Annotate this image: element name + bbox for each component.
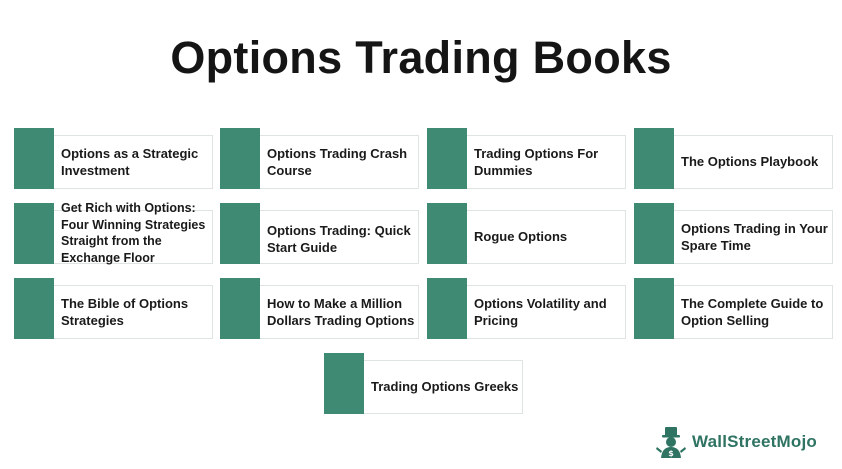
book-card: Options Trading: Quick Start Guide xyxy=(220,203,419,264)
book-title: Options Trading: Quick Start Guide xyxy=(267,222,411,255)
book-title: Options Trading in Your Spare Time xyxy=(681,220,828,253)
book-title: How to Make a Million Dollars Trading Op… xyxy=(267,295,415,328)
book-title: The Bible of Options Strategies xyxy=(61,295,189,328)
book-title: Options as a Strategic Investment xyxy=(61,145,199,178)
book-card: Trading Options For Dummies xyxy=(427,128,626,189)
accent-square xyxy=(427,203,467,264)
book-title: The Options Playbook xyxy=(681,154,819,169)
book-card: Options Trading Crash Course xyxy=(220,128,419,189)
book-title: Rogue Options xyxy=(474,229,568,244)
accent-square xyxy=(634,278,674,339)
logo-text: WallStreetMojo xyxy=(692,432,817,451)
book-card: The Complete Guide to Option Selling xyxy=(634,278,833,339)
accent-square xyxy=(427,128,467,189)
accent-square xyxy=(634,128,674,189)
book-card: Options Trading in Your Spare Time xyxy=(634,203,833,264)
accent-square xyxy=(14,278,54,339)
book-card: Rogue Options xyxy=(427,203,626,264)
page-title: Options Trading Books xyxy=(170,32,672,83)
book-title: Trading Options Greeks xyxy=(371,379,519,394)
book-title: Options Volatility and Pricing xyxy=(474,295,607,328)
book-title: Get Rich with Options: Four Winning Stra… xyxy=(61,201,206,265)
book-card: Options as a Strategic Investment xyxy=(14,128,213,189)
mojo-mascot-icon: $ xyxy=(656,427,686,458)
book-title: Trading Options For Dummies xyxy=(474,145,599,178)
accent-square xyxy=(220,203,260,264)
accent-square xyxy=(14,203,54,264)
book-title: Options Trading Crash Course xyxy=(267,145,408,178)
accent-square xyxy=(634,203,674,264)
book-title: The Complete Guide to Option Selling xyxy=(681,295,824,328)
accent-square xyxy=(220,278,260,339)
wallstreetmojo-logo: $ WallStreetMojo xyxy=(654,425,817,459)
accent-square xyxy=(427,278,467,339)
accent-square xyxy=(14,128,54,189)
book-card: Get Rich with Options: Four Winning Stra… xyxy=(14,201,213,265)
accent-square xyxy=(220,128,260,189)
svg-text:$: $ xyxy=(668,449,674,458)
accent-square xyxy=(324,353,364,414)
book-card: How to Make a Million Dollars Trading Op… xyxy=(220,278,419,339)
book-card: The Bible of Options Strategies xyxy=(14,278,213,339)
book-card: Options Volatility and Pricing xyxy=(427,278,626,339)
book-card: The Options Playbook xyxy=(634,128,833,189)
book-card: Trading Options Greeks xyxy=(324,353,523,414)
